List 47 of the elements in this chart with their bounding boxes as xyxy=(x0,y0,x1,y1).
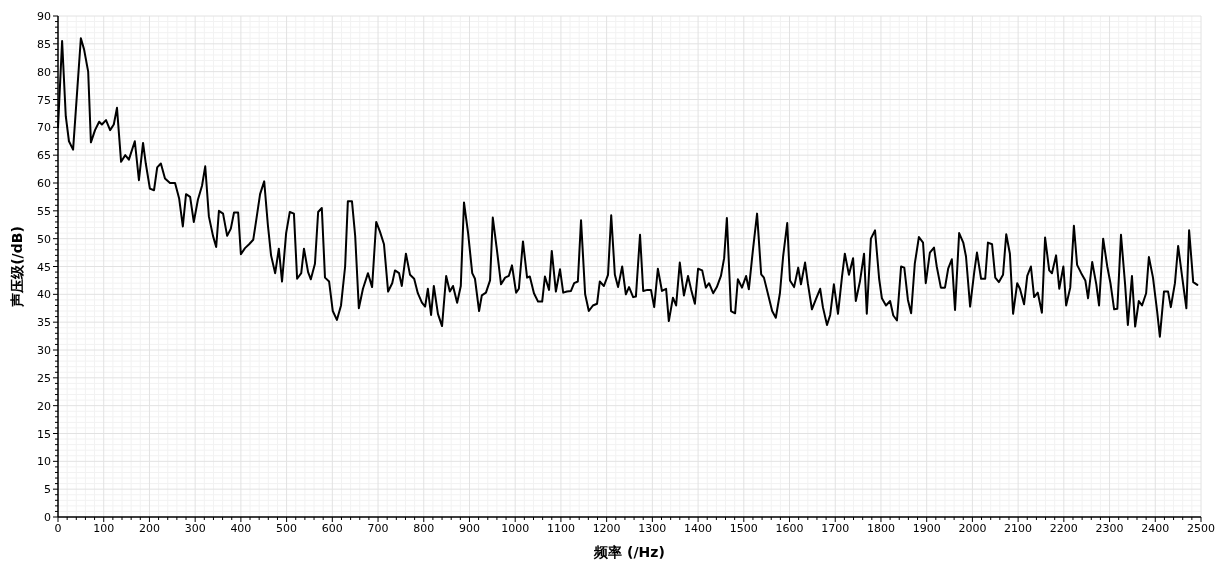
x-tick-label: 2100 xyxy=(1004,522,1033,535)
y-tick-label: 85 xyxy=(37,37,51,51)
x-tick-label: 1000 xyxy=(501,522,530,535)
y-tick-label: 15 xyxy=(37,427,51,441)
x-tick-label: 1200 xyxy=(592,522,621,535)
x-tick-label: 0 xyxy=(54,522,62,535)
x-tick-label: 1400 xyxy=(684,522,713,535)
y-tick-label: 75 xyxy=(37,93,51,107)
x-tick-label: 400 xyxy=(230,522,252,535)
y-tick-label: 40 xyxy=(37,288,51,302)
x-tick-label: 2000 xyxy=(958,522,987,535)
y-tick-label: 65 xyxy=(37,149,51,163)
y-tick-label: 90 xyxy=(37,10,51,23)
y-tick-label: 70 xyxy=(37,121,51,135)
y-tick-label: 45 xyxy=(37,260,51,274)
x-tick-label: 2400 xyxy=(1141,522,1170,535)
x-tick-label: 700 xyxy=(367,522,389,535)
x-tick-label: 800 xyxy=(413,522,435,535)
y-tick-label: 25 xyxy=(37,371,51,385)
y-tick-label: 35 xyxy=(37,316,51,330)
x-tick-label: 100 xyxy=(93,522,115,535)
y-tick-label: 50 xyxy=(37,232,51,246)
x-tick-label: 500 xyxy=(276,522,298,535)
x-tick-label: 900 xyxy=(458,522,480,535)
x-tick-label: 2200 xyxy=(1049,522,1078,535)
x-tick-label: 2300 xyxy=(1095,522,1124,535)
y-tick-label: 60 xyxy=(37,177,51,190)
x-axis-title: 频率 (/Hz) xyxy=(593,544,665,560)
y-tick-label: 20 xyxy=(37,399,51,413)
x-tick-label: 300 xyxy=(184,522,206,535)
x-tick-label: 2500 xyxy=(1187,522,1215,535)
x-tick-label: 600 xyxy=(321,522,343,535)
x-tick-label: 1500 xyxy=(729,522,758,535)
y-axis-title: 声压级(/dB) xyxy=(9,226,25,308)
y-tick-label: 10 xyxy=(37,455,51,469)
y-tick-label: 80 xyxy=(37,65,51,79)
x-tick-label: 1300 xyxy=(638,522,667,535)
x-tick-label: 1800 xyxy=(866,522,895,535)
x-tick-label: 1700 xyxy=(821,522,850,535)
y-tick-label: 0 xyxy=(44,511,51,524)
x-tick-label: 200 xyxy=(138,522,160,535)
y-tick-label: 55 xyxy=(37,204,51,218)
x-tick-label: 1900 xyxy=(912,522,941,535)
x-tick-label: 1600 xyxy=(775,522,804,535)
x-tick-label: 1100 xyxy=(546,522,575,535)
y-tick-label: 30 xyxy=(37,344,51,357)
y-tick-label: 5 xyxy=(44,483,51,497)
